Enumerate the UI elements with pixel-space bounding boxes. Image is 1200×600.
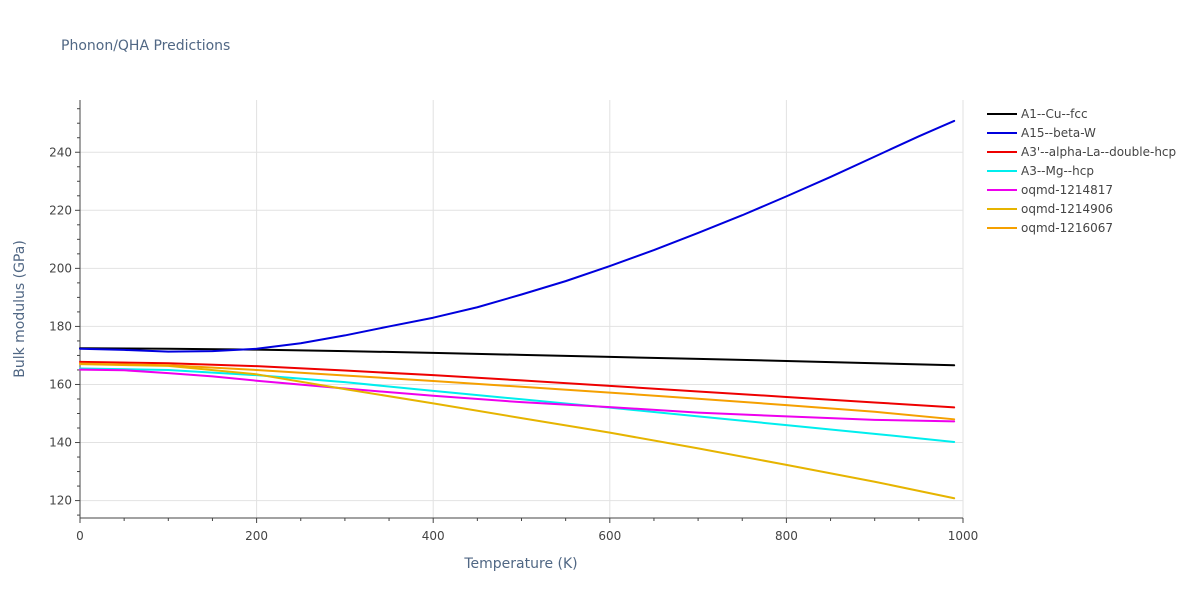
series-line-4 <box>79 367 956 443</box>
axes: 0 200 400 600 800 1000 120 140 160 180 200 220 240 <box>49 100 978 543</box>
y-tick-label: 220 <box>49 203 72 217</box>
series-line-3 <box>79 360 956 409</box>
legend: A1--Cu--fcc A15--beta-W A3'--alpha-La--dou… <box>987 107 1176 235</box>
legend-label: A3--Mg--hcp <box>1021 164 1094 178</box>
y-tick-label: 240 <box>49 145 72 159</box>
legend-item[interactable]: oqmd-1216067 <box>987 221 1113 235</box>
legend-item[interactable]: oqmd-1214906 <box>987 202 1113 216</box>
x-tick-label: 400 <box>422 529 445 543</box>
legend-item[interactable]: A15--beta-W <box>987 126 1096 140</box>
legend-item[interactable]: A1--Cu--fcc <box>987 107 1088 121</box>
legend-label: A3'--alpha-La--double-hcp <box>1021 145 1176 159</box>
legend-label: A15--beta-W <box>1021 126 1096 140</box>
series-line-5 <box>79 368 956 423</box>
legend-label: oqmd-1214817 <box>1021 183 1113 197</box>
legend-item[interactable]: oqmd-1214817 <box>987 183 1113 197</box>
y-axis-title: Bulk modulus (GPa) <box>12 240 28 378</box>
grid <box>80 100 964 518</box>
legend-label: oqmd-1216067 <box>1021 221 1113 235</box>
y-tick-label: 120 <box>49 494 72 508</box>
legend-label: A1--Cu--fcc <box>1021 107 1088 121</box>
x-tick-label: 1000 <box>948 529 979 543</box>
x-tick-label: 0 <box>76 529 84 543</box>
legend-item[interactable]: A3'--alpha-La--double-hcp <box>987 145 1176 159</box>
series-group <box>79 119 956 500</box>
y-tick-label: 140 <box>49 436 72 450</box>
y-tick-label: 160 <box>49 377 72 391</box>
legend-label: oqmd-1214906 <box>1021 202 1113 216</box>
y-tick-label: 180 <box>49 319 72 333</box>
x-tick-label: 200 <box>245 529 268 543</box>
x-tick-label: 800 <box>775 529 798 543</box>
legend-item[interactable]: A3--Mg--hcp <box>987 164 1094 178</box>
series-line-2 <box>79 119 956 353</box>
chart-title: Phonon/QHA Predictions <box>61 38 230 54</box>
x-axis-title: Temperature (K) <box>463 556 577 572</box>
y-tick-label: 200 <box>49 261 72 275</box>
series-line-6 <box>79 363 956 500</box>
series-line-7 <box>79 362 956 421</box>
x-tick-label: 600 <box>598 529 621 543</box>
